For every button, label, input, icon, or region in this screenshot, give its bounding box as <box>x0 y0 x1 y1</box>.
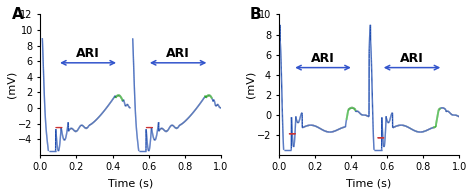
Text: ARI: ARI <box>166 47 190 60</box>
Text: ARI: ARI <box>311 52 335 65</box>
Text: B: B <box>250 7 262 22</box>
Text: A: A <box>11 7 23 22</box>
Y-axis label: (mV): (mV) <box>246 71 255 98</box>
Y-axis label: (mV): (mV) <box>7 71 17 98</box>
X-axis label: Time (s): Time (s) <box>108 178 153 188</box>
Text: ARI: ARI <box>76 47 100 60</box>
Text: ARI: ARI <box>400 52 424 65</box>
X-axis label: Time (s): Time (s) <box>346 178 392 188</box>
